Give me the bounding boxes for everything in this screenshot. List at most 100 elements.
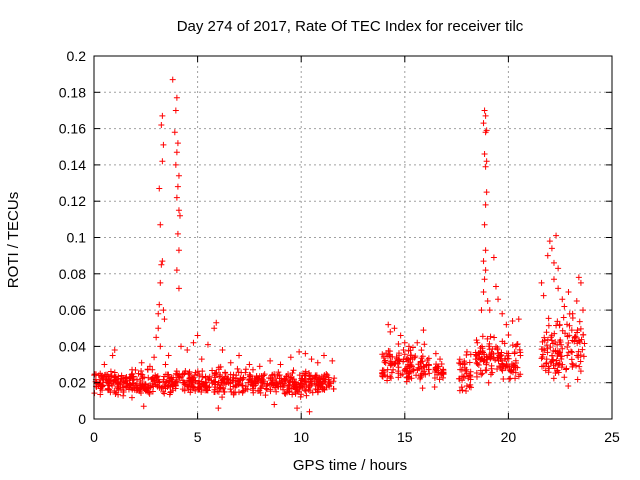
data-point	[550, 375, 557, 382]
data-point	[384, 366, 391, 373]
data-point	[413, 372, 420, 379]
data-point	[418, 347, 425, 354]
data-point	[273, 388, 280, 395]
data-point	[488, 362, 495, 369]
data-point	[403, 356, 410, 363]
data-point	[418, 355, 425, 362]
data-point	[388, 375, 395, 382]
data-point	[159, 383, 166, 390]
data-point	[568, 348, 575, 355]
data-point	[256, 363, 263, 370]
data-point	[221, 388, 228, 395]
data-point	[543, 342, 550, 349]
data-point	[221, 380, 228, 387]
data-point	[220, 376, 227, 383]
data-point	[191, 384, 198, 391]
data-point	[276, 371, 283, 378]
data-point	[544, 252, 551, 259]
data-point	[120, 392, 127, 399]
data-point	[553, 322, 560, 329]
data-point	[478, 343, 485, 350]
data-point	[153, 334, 160, 341]
data-point	[541, 337, 548, 344]
data-point	[558, 341, 565, 348]
data-point	[395, 357, 402, 364]
data-point	[290, 384, 297, 391]
data-point	[282, 390, 289, 397]
data-point	[138, 359, 145, 366]
data-point	[169, 378, 176, 385]
data-point	[227, 377, 234, 384]
data-point	[500, 362, 507, 369]
data-point	[554, 318, 561, 325]
data-point	[550, 340, 557, 347]
data-point	[566, 332, 573, 339]
data-point	[385, 321, 392, 328]
data-point	[483, 359, 490, 366]
data-point	[435, 363, 442, 370]
data-point	[215, 366, 222, 373]
data-point	[557, 353, 564, 360]
y-tick-label: 0.18	[59, 84, 86, 100]
data-point	[509, 317, 516, 324]
data-point	[581, 340, 588, 347]
data-point	[321, 386, 328, 393]
data-point	[516, 346, 523, 353]
data-point	[481, 151, 488, 158]
data-point	[395, 350, 402, 357]
data-point	[405, 374, 412, 381]
data-point	[164, 371, 171, 378]
data-point	[407, 352, 414, 359]
y-tick-label: 0	[78, 411, 86, 427]
data-point	[548, 352, 555, 359]
data-point	[181, 370, 188, 377]
data-point	[286, 389, 293, 396]
data-point	[222, 369, 229, 376]
data-point	[104, 385, 111, 392]
data-point	[248, 379, 255, 386]
data-point	[204, 375, 211, 382]
data-point	[173, 267, 180, 274]
data-point	[271, 384, 278, 391]
data-point	[456, 387, 463, 394]
data-point	[434, 371, 441, 378]
data-point	[560, 314, 567, 321]
data-point	[538, 279, 545, 286]
data-point	[395, 374, 402, 381]
data-point	[137, 377, 144, 384]
data-point	[297, 393, 304, 400]
data-point	[417, 374, 424, 381]
data-point	[465, 375, 472, 382]
data-point	[487, 333, 494, 340]
data-point	[173, 149, 180, 156]
data-point	[548, 245, 555, 252]
data-point	[308, 356, 315, 363]
data-point	[381, 358, 388, 365]
data-point	[425, 366, 432, 373]
data-point	[463, 383, 470, 390]
data-point	[459, 361, 466, 368]
data-point	[263, 386, 270, 393]
data-point	[387, 373, 394, 380]
x-tick-label: 5	[194, 429, 202, 445]
data-point	[546, 365, 553, 372]
data-point	[483, 354, 490, 361]
data-point	[397, 332, 404, 339]
x-tick-label: 10	[293, 429, 309, 445]
data-point	[541, 334, 548, 341]
data-point	[155, 325, 162, 332]
data-point	[543, 356, 550, 363]
data-point	[303, 392, 310, 399]
data-point	[569, 349, 576, 356]
data-point	[296, 348, 303, 355]
data-point	[515, 316, 522, 323]
data-point	[235, 381, 242, 388]
data-point	[480, 288, 487, 295]
data-point	[388, 369, 395, 376]
data-point	[436, 376, 443, 383]
data-point	[473, 337, 480, 344]
data-point	[206, 383, 213, 390]
data-point	[112, 377, 119, 384]
data-point	[227, 359, 234, 366]
data-point	[128, 394, 135, 401]
